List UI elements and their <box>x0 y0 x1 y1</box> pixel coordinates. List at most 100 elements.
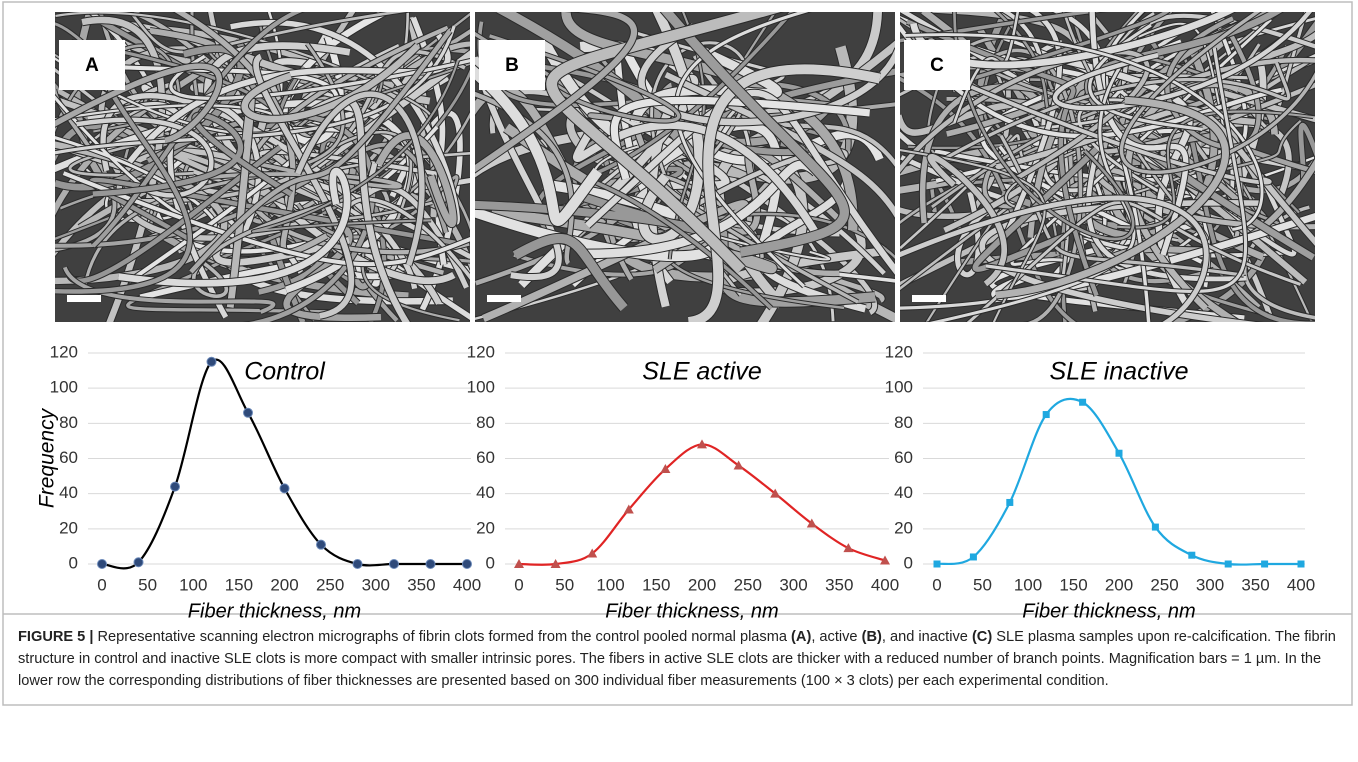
point <box>770 488 781 498</box>
fiber <box>241 43 421 123</box>
x-tick-label: 400 <box>453 575 481 594</box>
x-tick-label: 100 <box>1014 575 1042 594</box>
point <box>97 559 107 569</box>
fiber <box>91 12 303 248</box>
point <box>1297 560 1305 568</box>
y-tick-label: 100 <box>50 378 78 397</box>
x-tick-label: 0 <box>514 575 523 594</box>
point <box>1261 560 1269 568</box>
panel-label: C <box>930 55 944 76</box>
point <box>623 504 634 514</box>
y-tick-label: 0 <box>486 553 495 572</box>
fiber <box>1204 120 1302 175</box>
fiber <box>664 71 895 218</box>
fiber <box>512 233 628 312</box>
micrograph <box>900 12 1315 322</box>
x-tick-label: 0 <box>97 575 106 594</box>
caption-text: SLE plasma samples upon re-calcification… <box>18 629 1336 689</box>
fiber <box>55 63 222 144</box>
fiber <box>995 96 1229 299</box>
x-tick-label: 250 <box>734 575 762 594</box>
x-tick-label: 200 <box>688 575 716 594</box>
point <box>660 464 671 474</box>
x-tick-label: 350 <box>825 575 853 594</box>
micrograph <box>55 12 470 322</box>
point <box>880 555 890 565</box>
point <box>969 553 977 561</box>
point <box>1188 551 1196 559</box>
figure-border <box>2 1 1353 706</box>
caption-bold: (B) <box>861 629 882 645</box>
x-tick-label: 100 <box>596 575 624 594</box>
y-tick-label: 80 <box>59 413 78 432</box>
fiber <box>927 154 1007 287</box>
point <box>462 559 472 569</box>
point <box>697 439 707 449</box>
y-tick-label: 60 <box>476 448 495 467</box>
fiber <box>546 12 781 274</box>
caption-bold: (C) <box>971 629 993 645</box>
fiber <box>972 146 1099 272</box>
point <box>843 543 854 553</box>
fiber <box>585 89 895 275</box>
panel-label-box <box>479 40 545 90</box>
x-tick-label: 50 <box>555 575 574 594</box>
y-tick-label: 0 <box>904 553 913 572</box>
fiber <box>900 195 1209 322</box>
fiber <box>375 132 457 227</box>
point <box>316 539 326 550</box>
x-tick-label: 300 <box>1196 575 1224 594</box>
panel-label: A <box>85 55 99 76</box>
fiber <box>253 53 355 319</box>
y-tick-label: 20 <box>476 518 495 537</box>
point <box>1115 449 1123 457</box>
y-tick-label: 80 <box>476 413 495 432</box>
y-axis-label: Frequency <box>36 407 59 508</box>
y-tick-label: 40 <box>59 483 78 502</box>
x-tick-label: 150 <box>225 575 253 594</box>
fiber <box>55 12 433 121</box>
micrograph <box>475 12 895 322</box>
point <box>1042 411 1050 419</box>
x-tick-label: 300 <box>362 575 390 594</box>
y-tick-label: 120 <box>50 342 78 361</box>
fiber <box>1052 12 1312 111</box>
fiber <box>1298 122 1315 185</box>
x-axis-label: Fiber thickness, nm <box>605 600 778 622</box>
y-tick-label: 0 <box>69 553 78 572</box>
fiber <box>118 167 351 287</box>
curve <box>101 358 467 570</box>
x-tick-label: 250 <box>1150 575 1178 594</box>
point <box>352 559 363 569</box>
caption-bold: (A) <box>791 629 812 645</box>
fiber <box>189 29 452 274</box>
x-tick-label: 400 <box>871 575 899 594</box>
x-tick-label: 200 <box>1105 575 1133 594</box>
point <box>806 518 817 528</box>
y-tick-label: 120 <box>467 342 495 361</box>
point <box>133 557 144 568</box>
fiber <box>900 12 1170 81</box>
point <box>1151 523 1159 531</box>
point <box>733 460 744 470</box>
point <box>1224 560 1232 568</box>
x-tick-label: 50 <box>973 575 992 594</box>
scale-bar <box>487 295 521 302</box>
fiber <box>755 162 867 313</box>
point <box>550 559 561 568</box>
fiber <box>900 76 1077 322</box>
fiber <box>1138 22 1227 142</box>
point <box>587 548 598 558</box>
fiber <box>169 54 470 100</box>
caption: FIGURE 5 | Representative scanning elect… <box>18 626 1340 692</box>
x-tick-label: 100 <box>179 575 207 594</box>
scale-bar <box>912 295 946 302</box>
fiber <box>687 64 881 322</box>
x-tick-label: 150 <box>1059 575 1087 594</box>
fiber <box>1165 16 1261 150</box>
caption-text: Representative scanning electron microgr… <box>93 629 792 645</box>
y-tick-label: 80 <box>894 413 913 432</box>
fiber <box>62 266 275 314</box>
y-tick-label: 100 <box>885 378 913 397</box>
